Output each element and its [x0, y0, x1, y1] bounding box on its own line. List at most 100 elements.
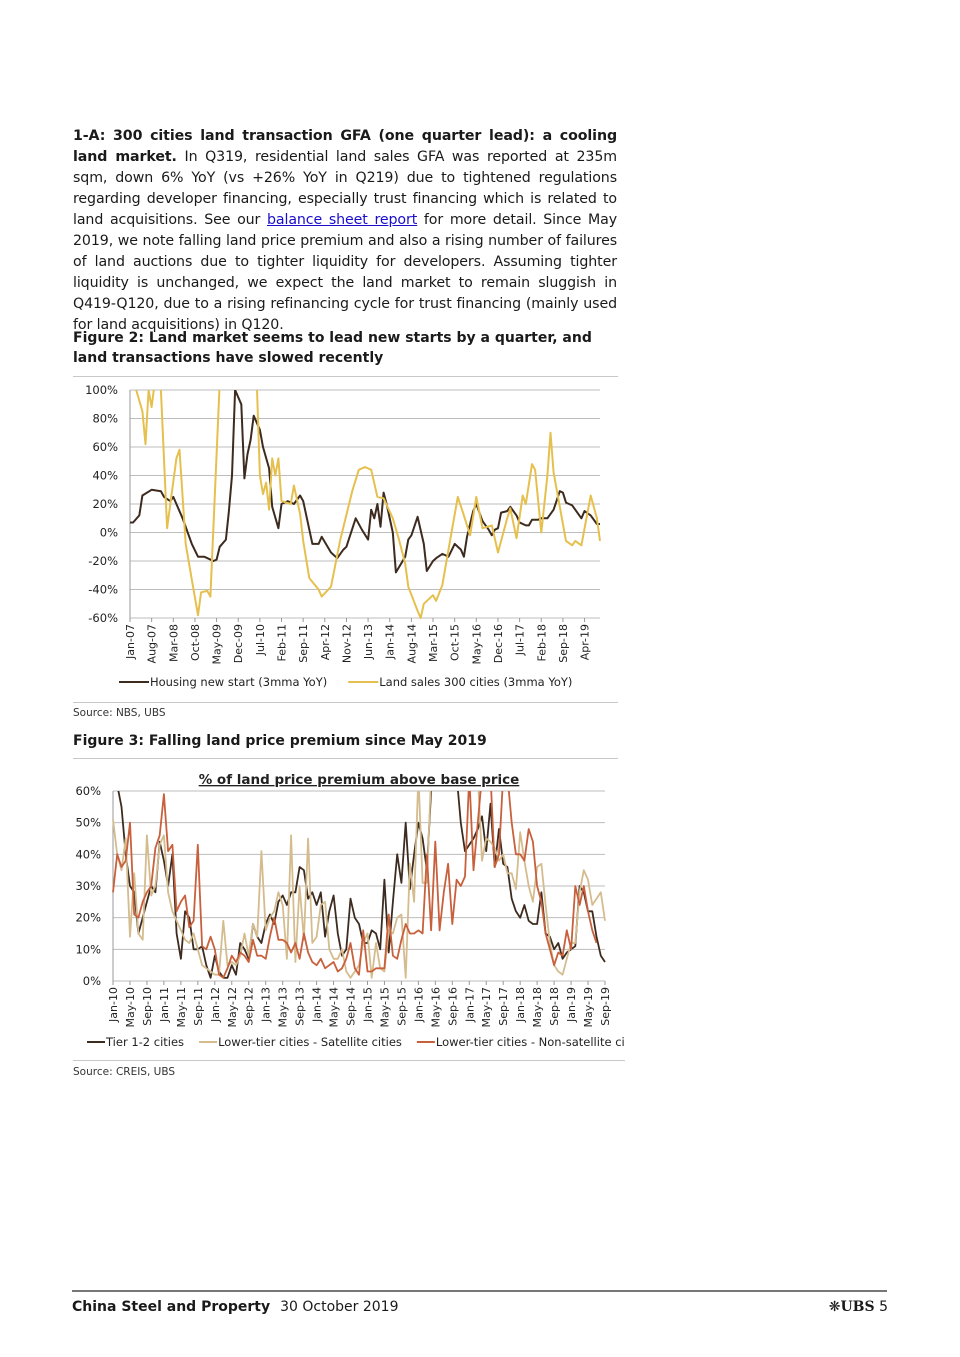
y-tick-label: 30% [75, 879, 101, 893]
series-line-2 [112, 791, 598, 979]
x-tick-label: Sep-16 [446, 987, 459, 1026]
series-line-0 [130, 390, 600, 574]
x-tick-label: Sep-14 [345, 987, 358, 1026]
y-tick-label: 50% [75, 816, 101, 830]
y-tick-label: 60% [75, 784, 101, 798]
section-heading: 1-A: 300 cities land transaction GFA (on… [73, 128, 617, 165]
x-tick-label: May-15 [378, 987, 391, 1028]
legend-label: Tier 1-2 cities [105, 1035, 184, 1049]
x-tick-label: Jan-19 [565, 987, 578, 1023]
x-tick-label: May-16 [470, 624, 483, 665]
divider [73, 702, 618, 703]
x-tick-label: Sep-12 [243, 987, 256, 1026]
x-tick-label: May-11 [175, 987, 188, 1028]
chart-title: % of land price premium above base price [199, 772, 520, 788]
x-tick-label: May-14 [328, 987, 341, 1028]
x-tick-label: Sep-11 [192, 987, 205, 1026]
legend-label: Lower-tier cities - Non-satellite cities [436, 1035, 625, 1049]
x-tick-label: Sep-17 [497, 987, 510, 1026]
x-tick-label: Sep-18 [548, 987, 561, 1026]
x-tick-label: Aug-14 [405, 624, 418, 663]
x-tick-label: Jan-17 [463, 987, 476, 1023]
report-date: 30 October 2019 [280, 1299, 399, 1315]
x-tick-label: Dec-09 [232, 624, 245, 663]
ubs-keys-logo-icon: ❋ [828, 1299, 841, 1315]
x-tick-label: May-17 [480, 987, 493, 1028]
x-tick-label: Jan-14 [311, 987, 324, 1023]
figure2-title: Figure 2: Land market seems to lead new … [73, 330, 592, 366]
y-tick-label: 20% [92, 497, 118, 511]
x-tick-label: May-10 [124, 987, 137, 1028]
divider [73, 376, 618, 377]
x-tick-label: Jun-13 [362, 624, 375, 660]
y-tick-label: 0% [83, 974, 101, 988]
x-tick-label: Dec-16 [492, 624, 505, 663]
x-tick-label: Aug-07 [146, 624, 159, 663]
x-tick-label: Sep-13 [294, 987, 307, 1026]
page-number: 5 [879, 1299, 888, 1315]
x-tick-label: Jan-18 [514, 987, 527, 1023]
x-tick-label: May-09 [211, 624, 224, 665]
figure3-title: Figure 3: Falling land price premium sin… [73, 733, 487, 749]
x-tick-label: May-16 [429, 987, 442, 1028]
x-tick-label: May-13 [277, 987, 290, 1028]
y-tick-label: 60% [92, 440, 118, 454]
y-tick-label: 100% [85, 383, 118, 397]
footer-divider [72, 1290, 887, 1292]
x-tick-label: Sep-18 [557, 624, 570, 663]
figure3-chart: % of land price premium above base price… [75, 772, 625, 1049]
x-tick-label: Sep-10 [141, 987, 154, 1026]
y-tick-label: 10% [75, 942, 101, 956]
x-tick-label: Apr-19 [579, 624, 592, 660]
legend-label: Lower-tier cities - Satellite cities [218, 1035, 402, 1049]
x-tick-label: Sep-19 [599, 987, 612, 1026]
x-tick-label: Feb-11 [276, 624, 289, 661]
legend-label: Housing new start (3mma YoY) [150, 675, 327, 689]
paragraph-text: for more detail. Since May 2019, we note… [73, 212, 617, 333]
x-tick-label: Jan-16 [412, 987, 425, 1023]
x-tick-label: Jan-11 [158, 987, 171, 1023]
figure3-source: Source: CREIS, UBS [73, 1066, 176, 1078]
x-tick-label: Jan-13 [260, 987, 273, 1023]
paragraph-text: In Q319, residential land sales GFA was … [73, 149, 618, 228]
x-tick-label: Sep-15 [395, 987, 408, 1026]
x-tick-label: Jan-14 [384, 624, 397, 660]
figure2-source: Source: NBS, UBS [73, 707, 166, 719]
x-tick-label: Feb-18 [535, 624, 548, 661]
legend-label: Land sales 300 cities (3mma YoY) [379, 675, 572, 689]
figure2-chart: 100% 80% 60% 40% 20% 0% -20% -40% -60% Jan-07 Aug-… [85, 383, 601, 689]
x-tick-label: Mar-15 [427, 624, 440, 662]
y-tick-label: -60% [88, 611, 118, 625]
y-tick-label: -20% [88, 554, 118, 568]
x-tick-label: Oct-15 [449, 624, 462, 661]
x-tick-label: Mar-08 [167, 624, 180, 662]
x-tick-label: Apr-12 [319, 624, 332, 660]
footer-left: China Steel and Property 30 October 2019 [72, 1299, 398, 1315]
x-tick-label: Sep-11 [297, 624, 310, 663]
y-tick-label: 20% [75, 911, 101, 925]
y-tick-label: 40% [92, 469, 118, 483]
y-tick-label: 80% [92, 412, 118, 426]
section-paragraph: 1-A: 300 cities land transaction GFA (on… [73, 126, 617, 336]
y-tick-label: 0% [100, 526, 118, 540]
x-tick-label: Jan-07 [124, 624, 137, 660]
x-tick-label: May-12 [226, 987, 239, 1028]
balance-sheet-report-link[interactable]: balance sheet report [266, 212, 418, 228]
x-tick-label: Oct-08 [189, 624, 202, 661]
series-line-1 [135, 390, 601, 619]
x-tick-label: May-18 [531, 987, 544, 1028]
divider [73, 1060, 625, 1061]
y-tick-label: -40% [88, 583, 118, 597]
x-tick-label: Jul-17 [514, 624, 527, 656]
x-tick-label: Jan-12 [209, 987, 222, 1023]
x-tick-label: Jan-15 [361, 987, 374, 1023]
x-tick-label: May-19 [582, 987, 595, 1028]
y-tick-label: 40% [75, 847, 101, 861]
x-tick-label: Nov-12 [340, 624, 353, 663]
footer-right: ❋UBS 5 [829, 1299, 888, 1315]
x-tick-label: Jul-10 [254, 624, 267, 656]
x-tick-label: Jan-10 [107, 987, 120, 1023]
divider [73, 758, 618, 759]
report-name: China Steel and Property [72, 1299, 271, 1315]
brand-logo: UBS [840, 1299, 875, 1315]
